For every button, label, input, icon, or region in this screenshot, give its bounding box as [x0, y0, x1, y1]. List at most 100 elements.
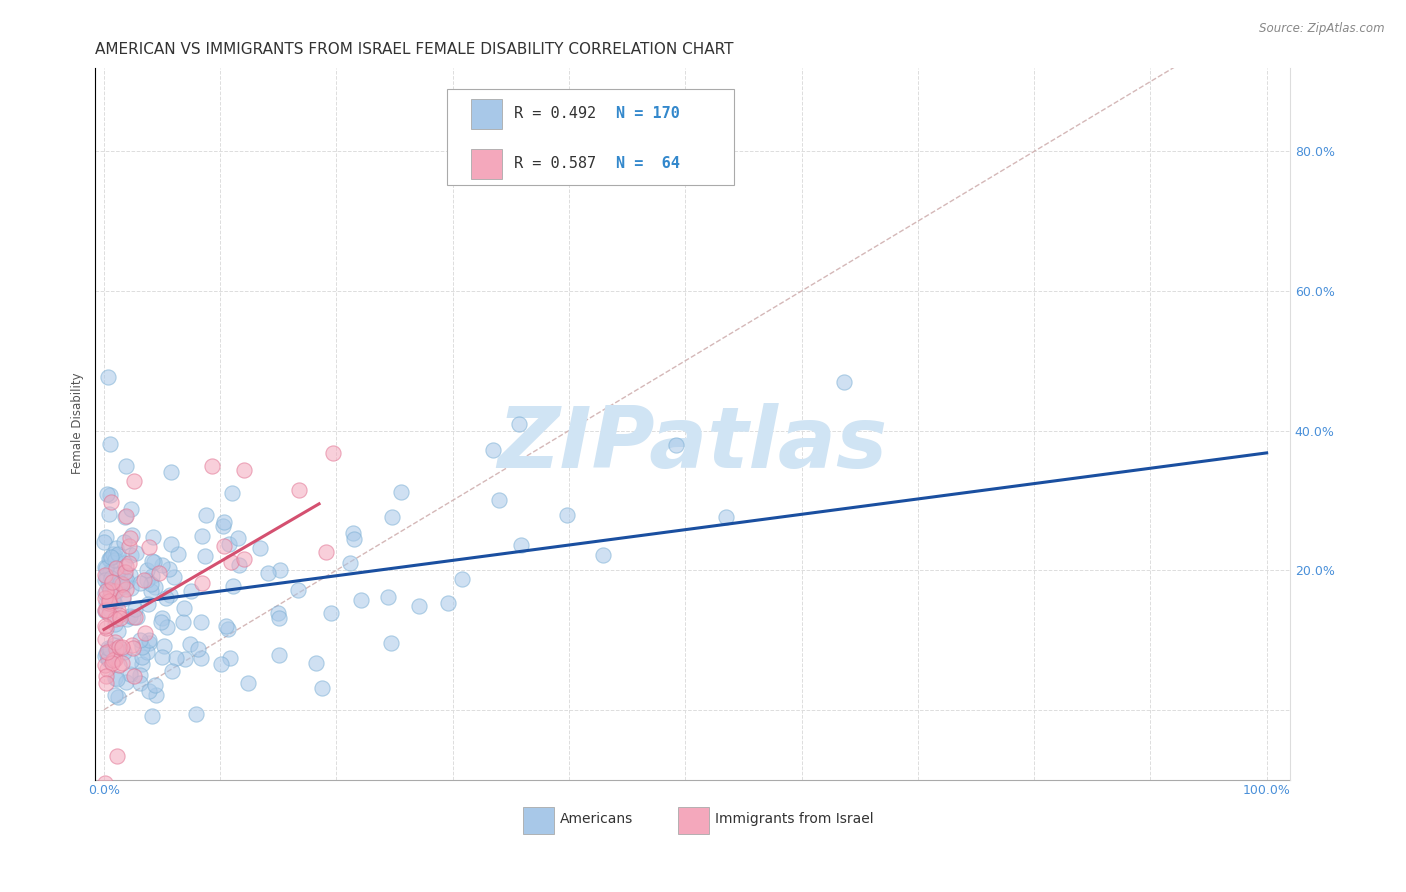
- Point: [665, 438, 688, 452]
- Point: [138, 632, 160, 647]
- Point: [94, 657, 117, 672]
- Point: [305, 657, 328, 671]
- Point: [96, 568, 118, 582]
- Point: [350, 593, 373, 607]
- Text: N = 170: N = 170: [616, 106, 679, 121]
- Point: [120, 548, 142, 562]
- Point: [107, 603, 129, 617]
- Point: [101, 594, 124, 608]
- Point: [232, 552, 254, 566]
- Point: [121, 528, 143, 542]
- Point: [269, 563, 291, 577]
- Point: [97, 578, 120, 592]
- Point: [141, 554, 163, 568]
- Point: [249, 541, 271, 556]
- Point: [122, 609, 145, 624]
- Point: [120, 654, 142, 668]
- Point: [145, 688, 167, 702]
- Point: [139, 584, 162, 599]
- Point: [120, 532, 142, 546]
- FancyBboxPatch shape: [678, 806, 709, 834]
- Point: [98, 582, 121, 597]
- Point: [209, 657, 232, 672]
- Point: [136, 644, 159, 658]
- Point: [156, 620, 179, 634]
- Point: [115, 789, 138, 803]
- Point: [592, 549, 614, 563]
- Point: [236, 676, 259, 690]
- Point: [94, 560, 117, 574]
- FancyBboxPatch shape: [471, 99, 502, 128]
- Point: [105, 672, 128, 686]
- Point: [141, 576, 163, 591]
- Point: [149, 615, 172, 629]
- Point: [110, 566, 132, 581]
- Point: [315, 545, 337, 559]
- Point: [110, 576, 132, 591]
- Point: [267, 606, 290, 620]
- Point: [93, 602, 115, 616]
- Text: N =  64: N = 64: [616, 156, 679, 171]
- Point: [129, 576, 152, 591]
- Point: [97, 651, 120, 665]
- Point: [184, 707, 207, 722]
- Point: [187, 642, 209, 657]
- Point: [138, 540, 160, 554]
- Point: [94, 568, 117, 582]
- Point: [100, 495, 122, 509]
- Point: [120, 567, 142, 582]
- Point: [104, 616, 127, 631]
- Point: [103, 588, 125, 602]
- Point: [110, 641, 132, 656]
- Point: [103, 672, 125, 686]
- Text: Immigrants from Israel: Immigrants from Israel: [716, 812, 873, 826]
- Point: [190, 615, 212, 630]
- Point: [96, 571, 118, 585]
- Point: [111, 580, 134, 594]
- Point: [377, 590, 399, 604]
- Point: [104, 641, 127, 656]
- Point: [118, 666, 141, 681]
- Text: Americans: Americans: [560, 812, 633, 826]
- Point: [94, 619, 117, 633]
- Point: [107, 608, 129, 623]
- Point: [107, 547, 129, 561]
- Point: [114, 559, 136, 574]
- Point: [100, 550, 122, 565]
- Text: Source: ZipAtlas.com: Source: ZipAtlas.com: [1260, 22, 1385, 36]
- Point: [108, 658, 131, 673]
- Point: [343, 532, 366, 546]
- Point: [194, 549, 217, 563]
- Point: [96, 662, 118, 676]
- Point: [221, 485, 243, 500]
- Point: [136, 573, 159, 587]
- Point: [488, 492, 510, 507]
- Point: [98, 552, 121, 566]
- Point: [408, 599, 430, 613]
- Point: [257, 566, 280, 580]
- Point: [134, 573, 156, 587]
- Point: [94, 604, 117, 618]
- Point: [97, 507, 120, 521]
- Text: R = 0.492: R = 0.492: [515, 106, 596, 121]
- Point: [339, 556, 361, 570]
- Point: [134, 626, 156, 640]
- Point: [104, 561, 127, 575]
- Point: [555, 508, 578, 523]
- Point: [165, 650, 187, 665]
- Point: [311, 681, 333, 696]
- Point: [94, 621, 117, 635]
- Point: [190, 650, 212, 665]
- Point: [138, 683, 160, 698]
- Point: [287, 582, 309, 597]
- Point: [105, 567, 128, 582]
- Point: [104, 651, 127, 665]
- Point: [141, 568, 163, 582]
- Point: [118, 539, 141, 553]
- Point: [131, 640, 153, 655]
- Point: [389, 485, 412, 500]
- Point: [212, 515, 235, 529]
- Point: [100, 656, 122, 670]
- Point: [93, 535, 115, 549]
- Point: [104, 553, 127, 567]
